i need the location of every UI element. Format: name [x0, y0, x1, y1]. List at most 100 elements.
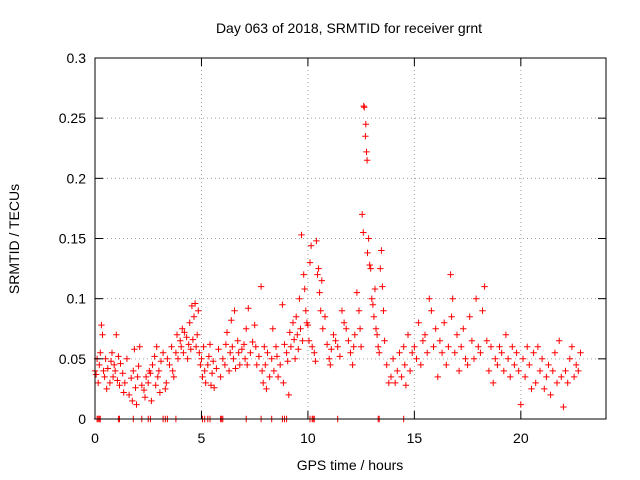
data-point — [379, 283, 386, 290]
data-point — [360, 229, 367, 236]
data-point — [538, 355, 546, 362]
data-point — [365, 235, 372, 242]
data-point — [330, 331, 337, 338]
data-point — [280, 379, 287, 387]
data-point — [130, 367, 137, 375]
data-point — [455, 367, 463, 375]
data-point — [243, 325, 250, 332]
data-point — [530, 349, 537, 356]
data-point — [206, 341, 214, 348]
data-point — [223, 329, 231, 336]
data-point — [541, 385, 548, 393]
data-point — [123, 355, 131, 362]
data-point — [387, 373, 395, 381]
data-point — [364, 249, 371, 257]
data-point — [230, 355, 237, 362]
data-point — [312, 358, 319, 365]
data-point — [545, 361, 552, 369]
data-point — [190, 313, 198, 320]
data-point — [268, 355, 275, 362]
data-point — [247, 349, 254, 356]
data-point — [313, 237, 320, 245]
data-point — [490, 379, 497, 387]
data-point — [547, 391, 554, 399]
data-point — [115, 353, 122, 360]
data-point — [101, 373, 108, 381]
data-point — [350, 343, 357, 350]
data-point — [519, 355, 527, 362]
data-point — [321, 313, 329, 320]
data-point — [362, 133, 369, 140]
data-point — [252, 343, 259, 350]
data-point — [356, 325, 364, 332]
data-point — [336, 353, 344, 360]
data-points — [91, 102, 584, 423]
data-point — [521, 373, 529, 381]
data-point — [302, 307, 309, 314]
data-point — [372, 325, 380, 332]
data-point — [142, 373, 150, 381]
data-point — [100, 367, 107, 375]
data-point — [517, 401, 524, 408]
data-point — [398, 373, 405, 381]
data-point — [114, 377, 121, 384]
data-point — [475, 343, 482, 350]
data-point — [236, 361, 243, 369]
data-point — [211, 384, 218, 391]
data-point — [575, 367, 582, 375]
data-point — [558, 373, 565, 381]
data-point — [210, 358, 217, 365]
data-point — [140, 386, 148, 394]
data-point — [196, 349, 203, 356]
data-point — [383, 361, 390, 369]
data-point — [424, 349, 431, 356]
data-point — [185, 341, 192, 348]
data-point — [183, 334, 190, 341]
data-point — [477, 349, 484, 356]
data-point — [155, 367, 163, 375]
data-point — [338, 307, 346, 314]
data-point — [371, 285, 379, 293]
data-point — [299, 337, 306, 344]
data-point — [241, 355, 249, 362]
data-point — [198, 355, 205, 362]
data-point — [295, 346, 302, 353]
data-point — [428, 307, 435, 314]
axis-ticks: 0 0.05 0.1 0.15 0.2 0.25 0.3 0 5 10 15 20 — [59, 50, 606, 446]
data-point — [368, 295, 375, 302]
data-point — [128, 374, 135, 382]
data-point — [277, 361, 284, 369]
data-point — [191, 300, 199, 307]
data-point — [360, 102, 367, 110]
data-point — [551, 349, 559, 356]
data-point — [528, 385, 535, 393]
data-point — [373, 331, 381, 338]
data-point — [106, 379, 114, 387]
data-point — [363, 157, 371, 164]
data-point — [145, 379, 152, 387]
data-point — [258, 367, 266, 375]
data-point — [117, 360, 124, 367]
data-point — [255, 353, 263, 360]
data-point — [260, 379, 267, 387]
data-point — [419, 337, 427, 344]
data-point — [534, 343, 542, 350]
data-point — [389, 355, 397, 362]
data-point — [369, 301, 377, 308]
data-point — [178, 343, 185, 350]
data-point — [460, 325, 467, 332]
data-point — [532, 379, 539, 387]
data-point — [317, 307, 324, 314]
data-point — [293, 313, 300, 320]
data-point — [238, 346, 246, 353]
data-point — [234, 337, 241, 344]
data-point — [108, 349, 116, 356]
data-point — [453, 331, 461, 338]
data-point — [181, 329, 188, 336]
data-point — [492, 355, 499, 362]
data-point — [169, 367, 176, 375]
data-point — [556, 337, 563, 344]
data-point — [426, 295, 433, 302]
data-point — [396, 349, 403, 356]
data-point — [129, 397, 136, 405]
